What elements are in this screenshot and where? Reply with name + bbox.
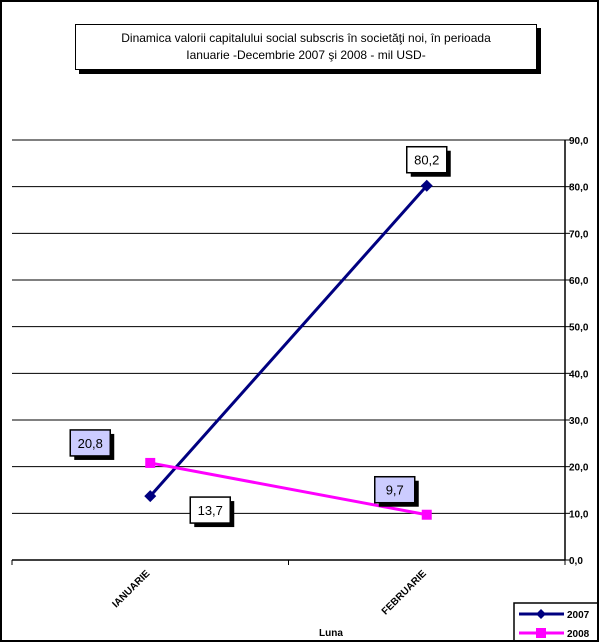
x-tick-label: FEBRUARIE: [380, 568, 429, 617]
series-line-2007: [149, 184, 428, 498]
x-tick-label: IANUARIE: [110, 568, 152, 610]
data-label-box: [406, 145, 448, 174]
data-label: 20,8: [78, 436, 103, 451]
y-tick-label: 60,0: [569, 276, 589, 287]
y-tick-label: 30,0: [569, 416, 589, 427]
data-point-2008: [421, 509, 432, 520]
y-tick-label: 10,0: [569, 509, 589, 520]
y-tick-label: 0,0: [569, 556, 583, 567]
chart-title: Dinamica valorii capitalului social subs…: [75, 24, 537, 70]
data-point-2007: [420, 179, 433, 192]
chart-title-line-1: Dinamica valorii capitalului social subs…: [121, 31, 491, 45]
y-tick-label: 90,0: [569, 136, 589, 147]
data-label-box: [189, 496, 231, 524]
chart-title-line-2: Ianuarie -Decembrie 2007 şi 2008 - mil U…: [186, 48, 426, 62]
data-label: 80,2: [414, 153, 439, 168]
y-tick-label: 20,0: [569, 463, 589, 474]
data-label: 13,7: [198, 503, 223, 518]
legend-marker-2008: [536, 628, 546, 638]
data-label-box: [374, 475, 416, 504]
data-label: 9,7: [386, 483, 404, 498]
legend-label: 2008: [567, 629, 590, 640]
legend-label: 2007: [567, 610, 590, 621]
y-tick-label: 50,0: [569, 323, 589, 334]
legend-marker-2007: [536, 609, 546, 619]
data-point-2007: [144, 490, 157, 503]
data-point-2008: [145, 457, 156, 468]
y-tick-label: 40,0: [569, 369, 589, 380]
y-tick-label: 70,0: [569, 229, 589, 240]
x-axis-title: Luna: [319, 628, 343, 639]
y-tick-label: 80,0: [569, 183, 589, 194]
data-label-box: [69, 429, 111, 457]
